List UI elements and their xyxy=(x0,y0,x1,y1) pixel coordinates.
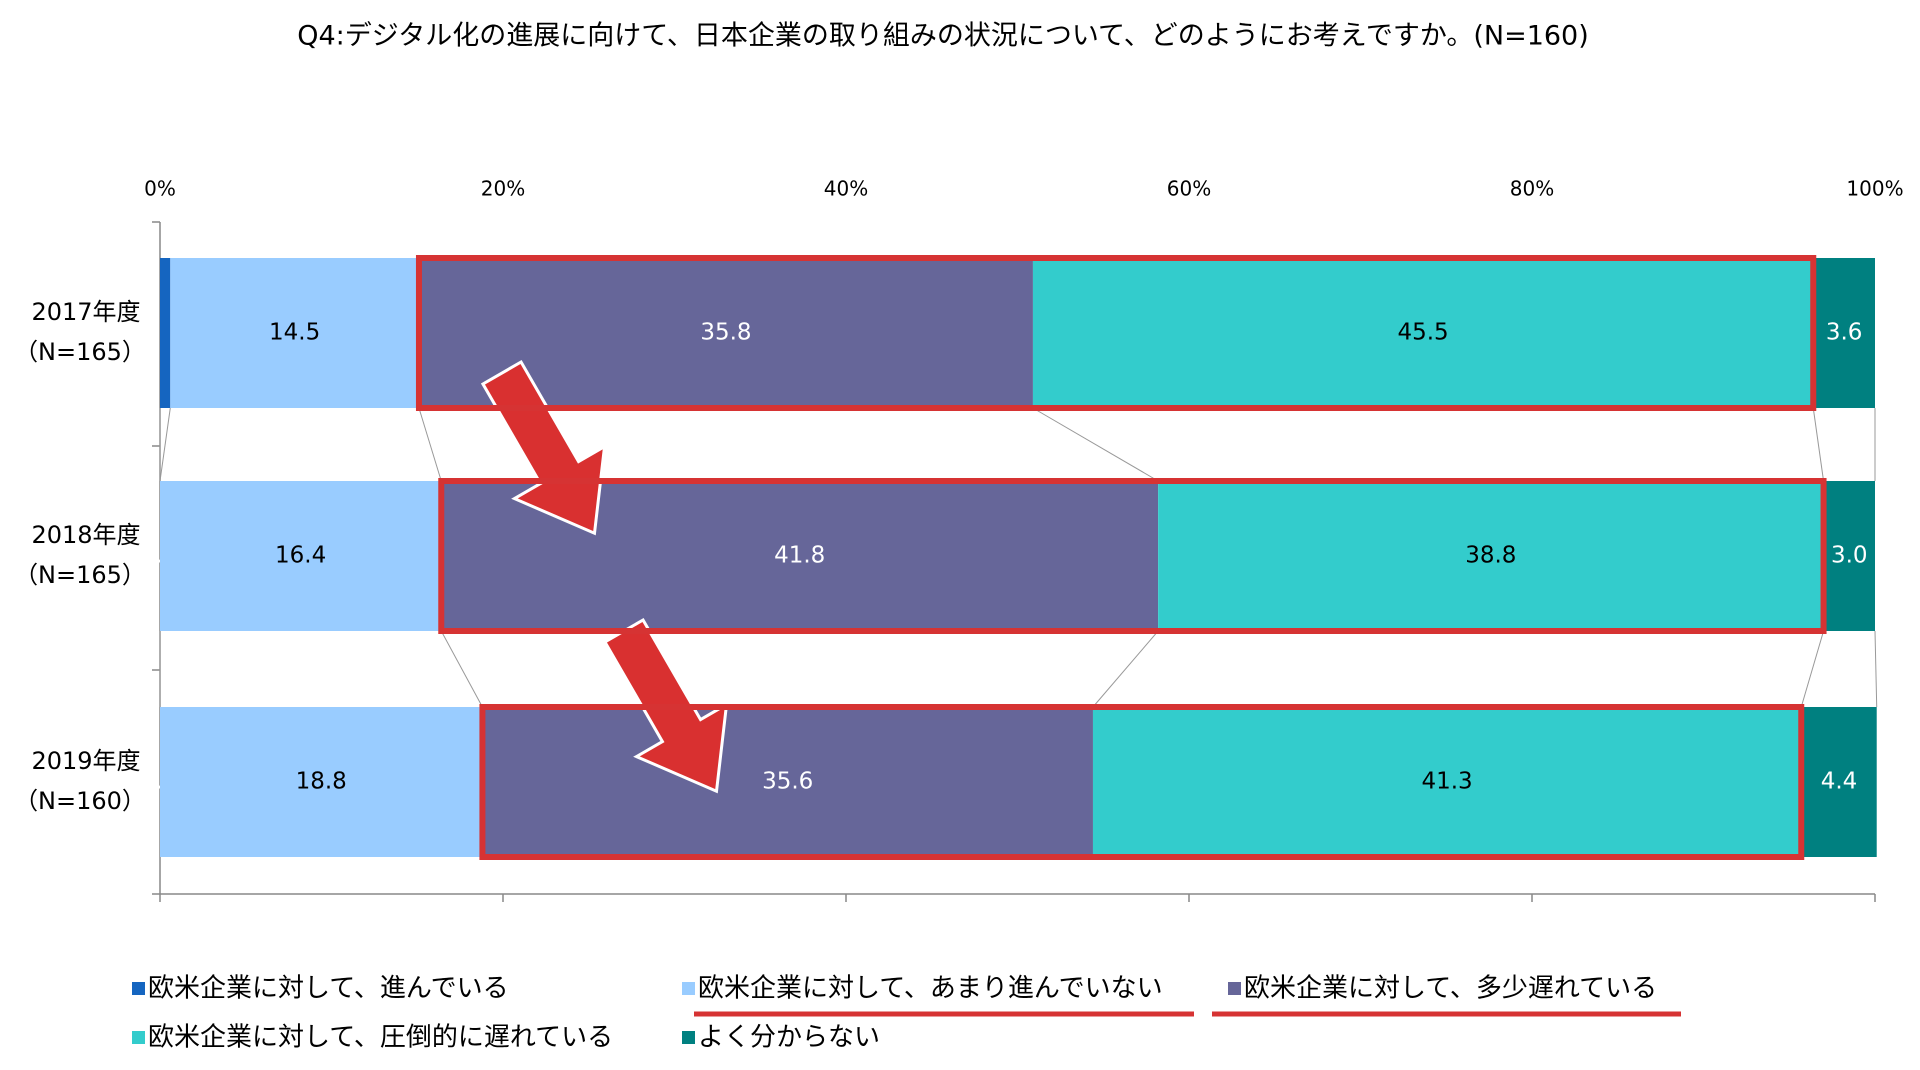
bar-segment xyxy=(160,707,483,857)
category-note: （N=165） xyxy=(14,561,146,589)
legend-marker xyxy=(682,1031,695,1044)
value-label: 35.6 xyxy=(762,769,813,795)
category-note: （N=160） xyxy=(14,787,146,815)
highlight-box xyxy=(479,704,1805,860)
bar-segment xyxy=(170,258,419,408)
connector-line xyxy=(1032,407,1159,482)
value-label: 18.8 xyxy=(296,769,347,795)
arrow xyxy=(480,359,607,536)
legend-label: よく分からない xyxy=(698,1023,880,1053)
connector-line xyxy=(440,630,483,708)
legend-label: 欧米企業に対して、多少遅れている xyxy=(1244,974,1657,1004)
connector-line xyxy=(1812,407,1825,482)
value-label: 45.5 xyxy=(1397,320,1448,346)
x-tick-label: 60% xyxy=(1167,177,1211,201)
value-label: 41.3 xyxy=(1421,769,1472,795)
value-label: 35.8 xyxy=(700,320,751,346)
value-label: 4.4 xyxy=(1821,769,1858,795)
annotations xyxy=(415,255,1827,1017)
plot: 0%20%40%60%80%100%2017年度（N=165）0.614.535… xyxy=(14,177,1904,1053)
highlight-box xyxy=(415,255,1817,411)
x-tick-label: 100% xyxy=(1846,177,1903,201)
chart-title: Q4:デジタル化の進展に向けて、日本企業の取り組みの状況について、どのようにお考… xyxy=(297,21,1589,52)
category-note: （N=165） xyxy=(14,338,146,366)
legend-label: 欧米企業に対して、あまり進んでいない xyxy=(698,974,1163,1004)
bar-segment xyxy=(160,481,442,631)
bar-segment xyxy=(160,258,171,408)
legend-marker xyxy=(1228,982,1241,995)
bar-segment xyxy=(1813,258,1875,408)
connector-line xyxy=(1092,630,1159,708)
bar-segment xyxy=(1092,707,1802,857)
connector-line xyxy=(1800,630,1825,708)
value-label: 41.8 xyxy=(774,543,825,569)
legend-label: 欧米企業に対して、圧倒的に遅れている xyxy=(148,1023,613,1053)
value-label: 14.5 xyxy=(269,320,320,346)
bar-segment xyxy=(1801,707,1877,857)
bar-segment xyxy=(1823,481,1875,631)
connector-line xyxy=(418,407,442,482)
connector-line xyxy=(1874,630,1878,708)
legend-marker xyxy=(132,982,145,995)
bar-segment xyxy=(1032,258,1814,408)
x-tick-label: 20% xyxy=(481,177,525,201)
category-label: 2019年度 xyxy=(31,747,140,775)
legend-label: 欧米企業に対して、進んでいる xyxy=(148,974,509,1004)
bar-segment xyxy=(482,707,1093,857)
value-label: 16.4 xyxy=(275,543,326,569)
category-label: 2017年度 xyxy=(31,298,140,326)
value-label: 3.0 xyxy=(1831,543,1868,569)
legend-marker xyxy=(682,982,695,995)
x-tick-label: 0% xyxy=(144,177,176,201)
x-tick-label: 80% xyxy=(1510,177,1554,201)
category-label: 2018年度 xyxy=(31,521,140,549)
legend-marker xyxy=(132,1031,145,1044)
bar-segment xyxy=(1158,481,1824,631)
value-label: 3.6 xyxy=(1826,320,1863,346)
highlight-box xyxy=(438,478,1827,634)
x-tick-label: 40% xyxy=(824,177,868,201)
connector-line xyxy=(159,407,171,482)
value-label: 38.8 xyxy=(1465,543,1516,569)
